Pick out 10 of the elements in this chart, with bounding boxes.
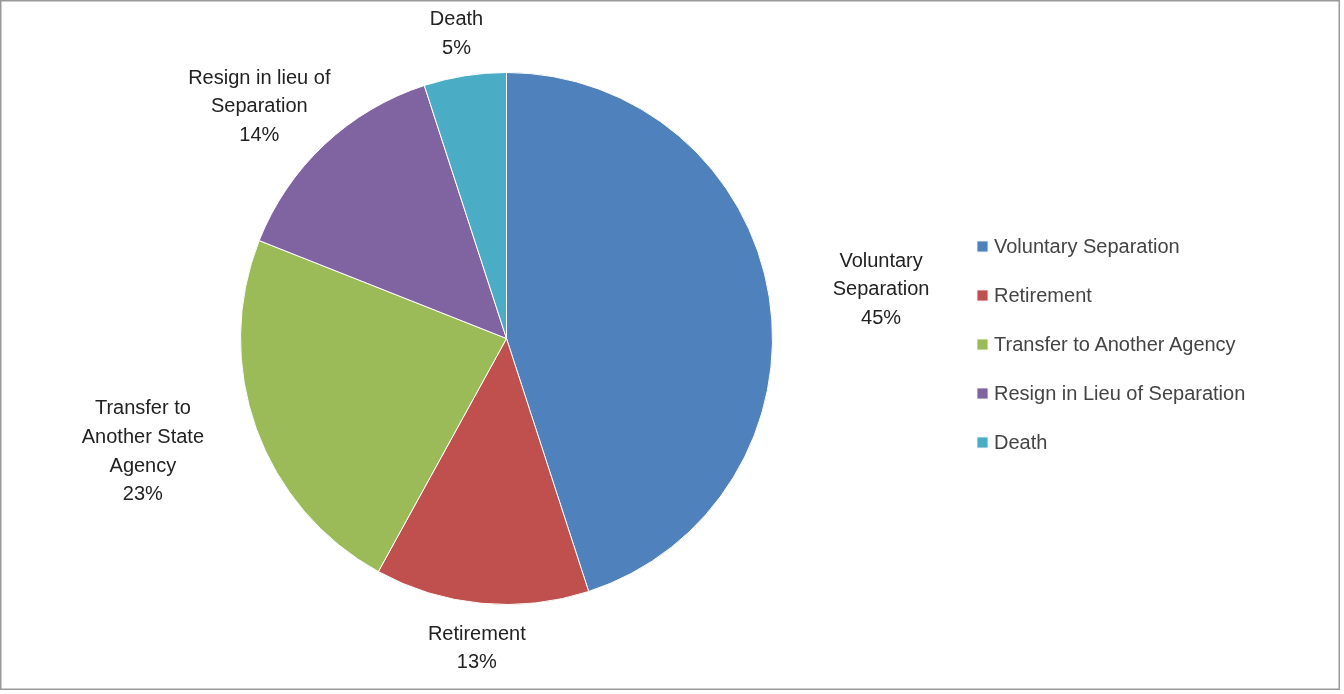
data-label: Voluntary Separation 45% (832, 248, 930, 329)
legend-label: Transfer to Another Agency (994, 331, 1236, 357)
legend-label: Resign in Lieu of Separation (994, 380, 1246, 406)
data-label: Death 5% (429, 7, 484, 58)
legend-label: Retirement (994, 282, 1092, 308)
legend-label: Death (994, 429, 1048, 455)
legend-label: Voluntary Separation (994, 233, 1180, 259)
data-label: Resign in lieu of Separation 14% (188, 65, 331, 145)
data-label: Transfer to Another State Agency 23% (81, 396, 205, 505)
data-label: Retirement 13% (427, 621, 527, 673)
